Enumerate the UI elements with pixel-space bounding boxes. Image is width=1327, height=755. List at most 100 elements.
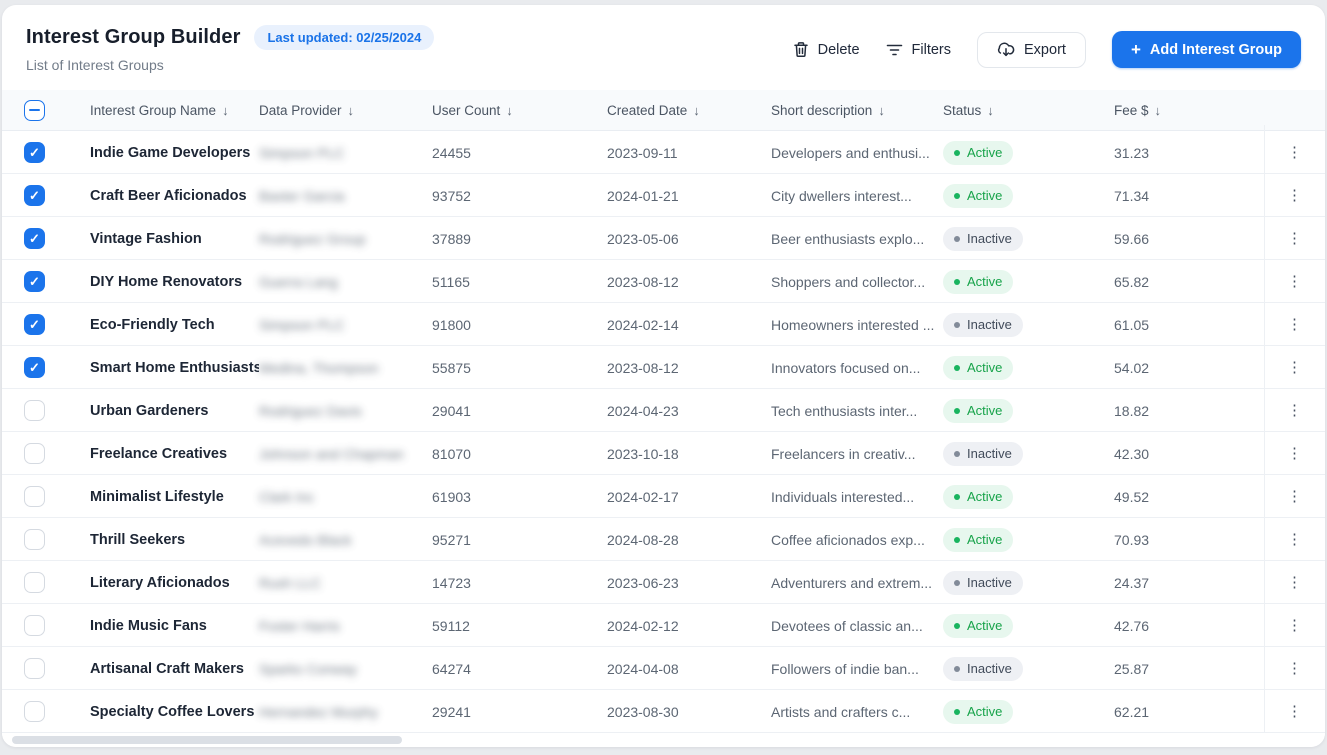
interest-group-builder-card: Interest Group Builder Last updated: 02/…: [2, 5, 1325, 747]
row-actions-kebab-icon[interactable]: ⋮: [1287, 617, 1302, 634]
add-interest-group-button[interactable]: + Add Interest Group: [1111, 31, 1301, 68]
filters-button[interactable]: Filters: [886, 42, 951, 58]
horizontal-scrollbar-thumb[interactable]: [12, 736, 402, 744]
data-provider: Simpson PLC: [259, 144, 345, 161]
status-badge: Active: [943, 699, 1014, 724]
row-checkbox[interactable]: [24, 701, 45, 722]
row-checkbox[interactable]: [24, 615, 45, 636]
status-badge: Active: [943, 183, 1014, 208]
table-row: Urban Gardeners Rodriguez Davis 29041 20…: [2, 383, 1325, 433]
status-badge: Active: [943, 398, 1014, 423]
fee-value: 54.02: [1114, 359, 1150, 376]
short-description: Artists and crafters c...: [771, 703, 911, 720]
row-actions-kebab-icon[interactable]: ⋮: [1287, 359, 1302, 376]
data-provider: Hernandez Murphy: [259, 703, 379, 720]
user-count: 24455: [432, 144, 471, 161]
status-label: Active: [967, 618, 1003, 633]
row-checkbox[interactable]: ✓: [24, 142, 45, 163]
select-all-checkbox[interactable]: [24, 99, 45, 121]
interest-group-name: Vintage Fashion: [90, 230, 202, 247]
column-header-status[interactable]: Status ↓: [943, 102, 994, 118]
short-description: Homeowners interested ...: [771, 316, 935, 333]
status-label: Inactive: [967, 317, 1012, 332]
user-count: 61903: [432, 488, 471, 505]
row-checkbox[interactable]: ✓: [24, 357, 45, 378]
interest-group-name: Craft Beer Aficionados: [90, 187, 247, 204]
interest-group-name: Urban Gardeners: [90, 402, 209, 419]
row-checkbox[interactable]: ✓: [24, 228, 45, 249]
status-badge: Active: [943, 355, 1014, 380]
row-actions-kebab-icon[interactable]: ⋮: [1287, 402, 1302, 419]
row-checkbox[interactable]: [24, 400, 45, 421]
column-header-description[interactable]: Short description ↓: [771, 102, 885, 118]
table-row: ✓ Smart Home Enthusiasts Medina, Thompso…: [2, 340, 1325, 390]
row-actions-kebab-icon[interactable]: ⋮: [1287, 273, 1302, 290]
short-description: Freelancers in creativ...: [771, 445, 916, 462]
row-actions-kebab-icon[interactable]: ⋮: [1287, 488, 1302, 505]
row-checkbox[interactable]: [24, 658, 45, 679]
row-actions-kebab-icon[interactable]: ⋮: [1287, 144, 1302, 161]
created-date: 2024-04-08: [607, 660, 679, 677]
row-actions-kebab-icon[interactable]: ⋮: [1287, 574, 1302, 591]
row-actions-kebab-icon[interactable]: ⋮: [1287, 445, 1302, 462]
status-label: Inactive: [967, 446, 1012, 461]
interest-group-name: Eco-Friendly Tech: [90, 316, 215, 333]
table-row: Artisanal Craft Makers Sparks Conway 642…: [2, 641, 1325, 691]
status-label: Inactive: [967, 575, 1012, 590]
row-actions-kebab-icon[interactable]: ⋮: [1287, 230, 1302, 247]
table-row: ✓ Craft Beer Aficionados Baxter Garcia 9…: [2, 168, 1325, 218]
interest-group-name: Indie Game Developers: [90, 144, 251, 161]
status-badge: Inactive: [943, 656, 1023, 681]
short-description: Developers and enthusi...: [771, 144, 930, 161]
row-checkbox[interactable]: ✓: [24, 185, 45, 206]
data-provider: Medina, Thompson: [259, 359, 379, 376]
table-header-row: Interest Group Name ↓ Data Provider ↓ User…: [2, 90, 1325, 131]
row-checkbox[interactable]: [24, 529, 45, 550]
user-count: 14723: [432, 574, 471, 591]
created-date: 2023-05-06: [607, 230, 679, 247]
column-header-name[interactable]: Interest Group Name ↓: [90, 102, 229, 118]
column-header-provider[interactable]: Data Provider ↓: [259, 102, 355, 118]
export-button[interactable]: Export: [977, 31, 1086, 68]
row-checkbox[interactable]: [24, 572, 45, 593]
delete-button[interactable]: Delete: [793, 41, 860, 58]
row-checkbox[interactable]: [24, 486, 45, 507]
user-count: 55875: [432, 359, 471, 376]
short-description: Shoppers and collector...: [771, 273, 926, 290]
row-checkbox[interactable]: [24, 443, 45, 464]
sort-arrow-icon: ↓: [1154, 102, 1162, 118]
status-dot-icon: [954, 536, 960, 543]
interest-groups-table: Interest Group Name ↓ Data Provider ↓ User…: [2, 90, 1325, 747]
user-count: 51165: [432, 273, 470, 290]
status-badge: Active: [943, 613, 1014, 638]
data-provider: Rush LLC: [259, 574, 322, 591]
column-header-fee[interactable]: Fee $ ↓: [1114, 102, 1162, 118]
created-date: 2023-10-18: [607, 445, 679, 462]
row-checkbox[interactable]: ✓: [24, 314, 45, 335]
data-provider: Simpson PLC: [259, 316, 345, 333]
plus-icon: +: [1130, 40, 1141, 59]
row-actions-kebab-icon[interactable]: ⋮: [1287, 531, 1302, 548]
created-date: 2024-02-14: [607, 316, 679, 333]
status-dot-icon: [954, 407, 960, 414]
row-actions-kebab-icon[interactable]: ⋮: [1287, 316, 1302, 333]
row-actions-kebab-icon[interactable]: ⋮: [1287, 703, 1302, 720]
user-count: 59112: [432, 617, 470, 634]
status-label: Active: [967, 489, 1003, 504]
status-dot-icon: [954, 192, 960, 199]
column-header-created-date[interactable]: Created Date ↓: [607, 102, 700, 118]
fee-value: 59.66: [1114, 230, 1150, 247]
status-badge: Inactive: [943, 570, 1023, 595]
column-header-user-count[interactable]: User Count ↓: [432, 102, 513, 118]
created-date: 2024-02-12: [607, 617, 679, 634]
row-actions-kebab-icon[interactable]: ⋮: [1287, 187, 1302, 204]
status-badge: Inactive: [943, 312, 1023, 337]
fee-value: 65.82: [1114, 273, 1150, 290]
status-dot-icon: [954, 665, 960, 672]
row-checkbox[interactable]: ✓: [24, 271, 45, 292]
status-label: Active: [967, 145, 1003, 160]
table-row: ✓ DIY Home Renovators Guerra Lang 51165 …: [2, 254, 1325, 304]
row-actions-kebab-icon[interactable]: ⋮: [1287, 660, 1302, 677]
table-body: ✓ Indie Game Developers Simpson PLC 2445…: [2, 125, 1325, 734]
status-label: Active: [967, 188, 1003, 203]
